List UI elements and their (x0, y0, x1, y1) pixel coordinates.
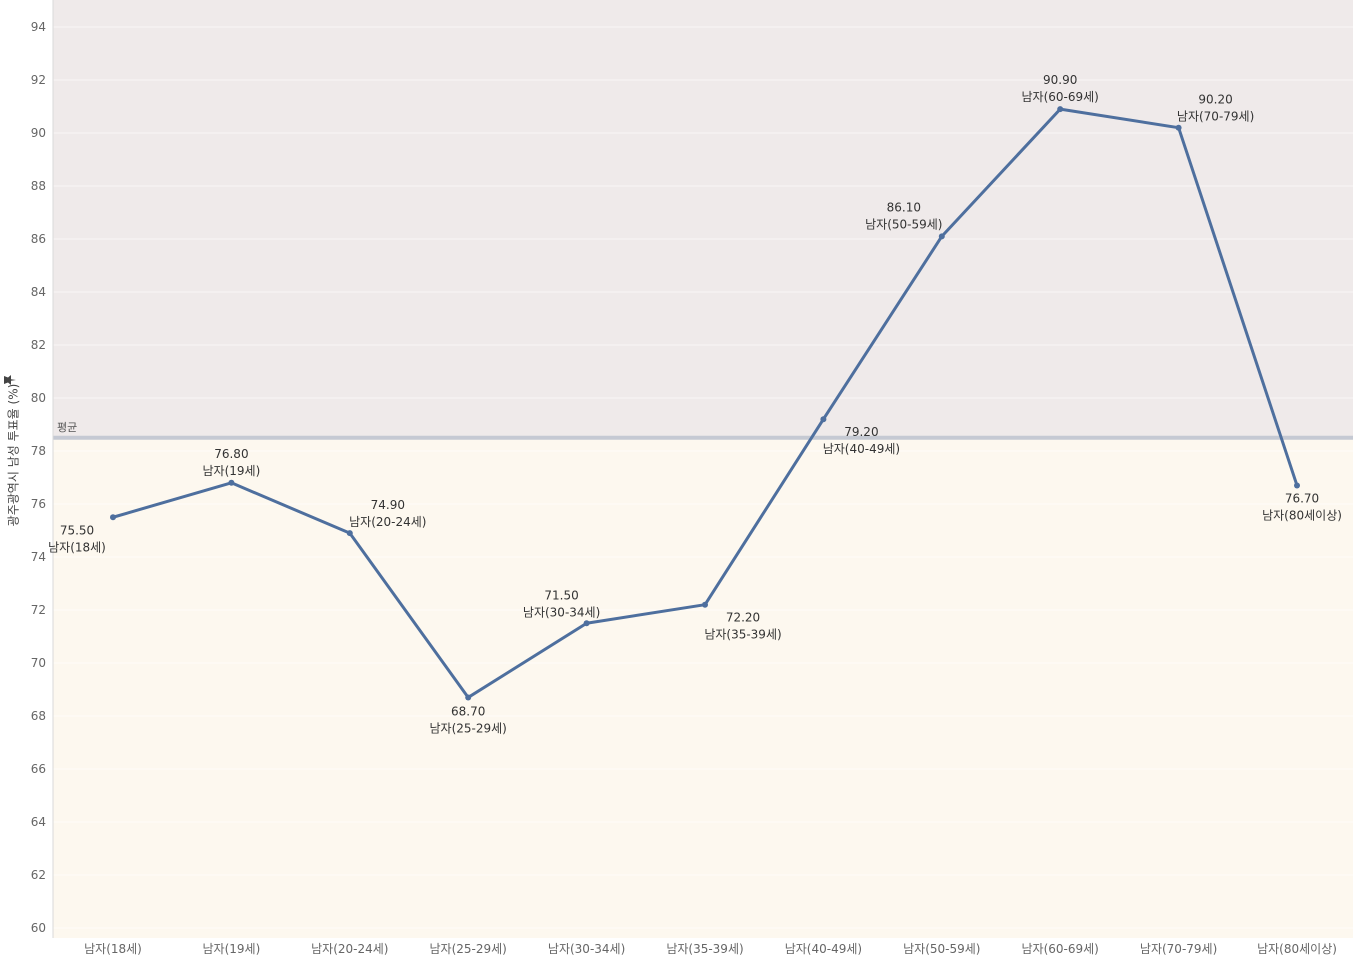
y-axis-title: 광주광역시 남성 투표율 (%) (7, 384, 21, 527)
data-label-value: 76.80 (214, 447, 248, 461)
data-point[interactable] (465, 694, 472, 701)
x-tick-label: 남자(50-59세) (903, 942, 980, 956)
y-tick-label: 80 (31, 391, 46, 405)
y-tick-label: 78 (31, 444, 46, 458)
y-tick-label: 72 (31, 603, 46, 617)
data-label-value: 79.20 (844, 425, 878, 439)
y-tick-label: 82 (31, 338, 46, 352)
gridlines (53, 26, 1353, 929)
x-tick-label: 남자(30-34세) (548, 942, 625, 956)
data-label-value: 74.90 (371, 498, 405, 512)
x-tick-label: 남자(40-49세) (785, 942, 862, 956)
data-labels: 75.50 남자(18세) 76.80 남자(19세) 74.90 남자(20-24세) 6… (48, 73, 1342, 735)
data-label-category: 남자(60-69세) (1022, 90, 1099, 104)
data-point[interactable] (228, 479, 235, 486)
data-point[interactable] (820, 416, 827, 423)
data-label-category: 남자(50-59세) (865, 217, 942, 231)
x-axis: 남자(18세) 남자(19세) 남자(20-24세) 남자(25-29세) 남자(30-… (84, 942, 1337, 956)
y-tick-label: 92 (31, 73, 46, 87)
y-tick-label: 66 (31, 762, 46, 776)
band-above-average (53, 0, 1353, 438)
y-tick-label: 94 (31, 20, 46, 34)
x-tick-label: 남자(18세) (84, 942, 142, 956)
data-label-category: 남자(35-39세) (704, 628, 781, 642)
data-point[interactable] (702, 601, 708, 608)
data-label-category: 남자(80세이상) (1262, 508, 1342, 522)
x-tick-label: 남자(70-79세) (1140, 942, 1217, 956)
y-tick-label: 84 (31, 285, 46, 299)
data-label-category: 남자(20-24세) (349, 515, 426, 529)
data-label-category: 남자(18세) (48, 540, 106, 554)
y-tick-label: 60 (31, 921, 46, 935)
y-tick-label: 68 (31, 709, 46, 723)
background-bands (53, 0, 1353, 938)
reference-line-label: 평균 (57, 421, 77, 434)
y-tick-label: 88 (31, 179, 46, 193)
x-tick-label: 남자(35-39세) (666, 942, 743, 956)
reference-line-group: 평균 (53, 421, 1353, 440)
y-tick-label: 90 (31, 126, 46, 140)
data-label-value: 72.20 (726, 611, 760, 625)
y-axis: 60 62 64 66 68 70 72 74 76 78 80 82 84 86 88 90 92 94 (31, 0, 54, 938)
data-label-value: 90.90 (1043, 73, 1077, 87)
data-label-value: 68.70 (451, 704, 485, 718)
data-point[interactable] (583, 620, 590, 627)
data-label-value: 71.50 (544, 588, 578, 602)
x-tick-label: 남자(60-69세) (1022, 942, 1099, 956)
data-label-category: 남자(19세) (203, 464, 261, 478)
y-tick-label: 70 (31, 656, 46, 670)
x-tick-label: 남자(19세) (203, 942, 261, 956)
y-axis-title-group: 광주광역시 남성 투표율 (%) (7, 384, 21, 527)
data-point[interactable] (938, 233, 945, 240)
data-point[interactable] (1294, 482, 1300, 489)
data-point[interactable] (110, 514, 116, 521)
data-label-category: 남자(40-49세) (823, 442, 900, 456)
data-label-value: 86.10 (887, 200, 921, 214)
x-tick-label: 남자(25-29세) (430, 942, 507, 956)
pin-icon[interactable] (4, 375, 16, 385)
y-tick-label: 86 (31, 232, 46, 246)
data-point[interactable] (1175, 124, 1182, 131)
y-tick-label: 74 (31, 550, 46, 564)
data-point[interactable] (1057, 106, 1064, 113)
data-label-category: 남자(25-29세) (430, 721, 507, 735)
data-label-value: 75.50 (60, 523, 94, 537)
data-label-value: 90.20 (1198, 93, 1232, 107)
x-tick-label: 남자(20-24세) (311, 942, 388, 956)
y-tick-label: 64 (31, 815, 46, 829)
band-below-average (53, 437, 1353, 938)
y-tick-label: 76 (31, 497, 46, 511)
data-label-value: 76.70 (1285, 491, 1319, 505)
data-label-category: 남자(70-79세) (1177, 110, 1254, 124)
series-group (110, 106, 1300, 701)
x-tick-label: 남자(80세이상) (1257, 942, 1337, 956)
data-label-category: 남자(30-34세) (523, 605, 600, 619)
y-tick-label: 62 (31, 868, 46, 882)
data-point[interactable] (346, 530, 353, 537)
